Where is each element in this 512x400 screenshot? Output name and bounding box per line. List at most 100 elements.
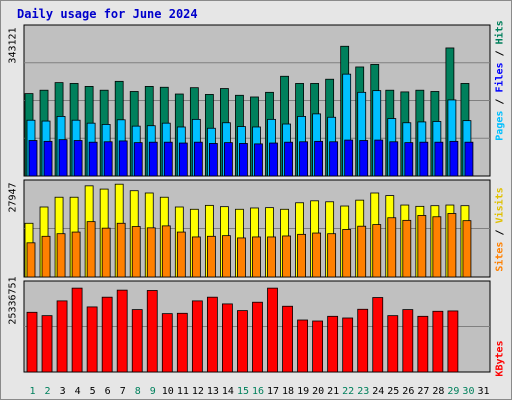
kbytes-bar (176, 312, 188, 373)
day-tick-label: 19 (297, 386, 309, 397)
hits-panel-max-label: 343121 (7, 26, 19, 64)
sites-bar (56, 233, 66, 278)
visits-panel-max-label: 27947 (7, 181, 19, 213)
day-tick-label: 20 (312, 386, 324, 397)
legend-pages: Pages (494, 110, 506, 141)
sites-bar (402, 219, 412, 278)
kbytes-bar (116, 289, 128, 373)
pages-bar (28, 140, 38, 177)
day-tick-label: 29 (447, 386, 459, 397)
day-tick-label: 10 (162, 386, 174, 397)
day-tick-label: 11 (177, 386, 189, 397)
pages-bar (389, 141, 399, 177)
kbytes-bar (387, 315, 399, 373)
kbytes-bar (237, 310, 248, 373)
day-tick-label: 4 (75, 386, 81, 397)
pages-bar (284, 141, 293, 177)
pages-bar (133, 142, 143, 177)
legend-files: Files (494, 61, 506, 93)
day-tick-label: 26 (402, 386, 414, 397)
pages-bar (434, 141, 444, 177)
pages-bar (148, 141, 158, 177)
legend-separator: / (494, 92, 506, 111)
sites-bar (282, 235, 291, 278)
legend-separator: / (494, 43, 506, 62)
pages-bar (208, 143, 218, 177)
pages-bar (103, 141, 113, 177)
pages-bar (419, 141, 429, 177)
day-tick-label: 27 (417, 386, 429, 397)
kbytes-bar (41, 315, 53, 373)
pages-bar (88, 141, 98, 177)
pages-bar (269, 142, 278, 177)
sites-bar (101, 227, 111, 278)
sites-bar (372, 224, 382, 278)
kbytes-bar (297, 319, 308, 373)
pages-bar (239, 143, 248, 177)
pages-bar (178, 142, 188, 177)
kbytes-bar (222, 303, 233, 373)
sites-bar (176, 231, 186, 278)
kbytes-bar (282, 305, 293, 373)
kbytes-bar (432, 310, 444, 373)
day-tick-label: 3 (60, 386, 66, 397)
pages-bar (344, 139, 354, 177)
day-tick-label: 31 (477, 386, 489, 397)
sites-bar (86, 221, 96, 278)
kbytes-bar (206, 296, 218, 373)
pages-bar (73, 140, 83, 177)
pages-bar (374, 139, 384, 177)
day-tick-label: 9 (150, 386, 156, 397)
kbytes-bar (71, 287, 83, 373)
sites-bar (327, 233, 337, 278)
kbytes-panel-max-label: 25336751 (7, 275, 19, 325)
visits-panel-legend: Sites / Visits (495, 187, 506, 271)
legend-separator: / (494, 222, 506, 242)
chart-title: Daily usage for June 2024 (17, 7, 198, 21)
sites-bar (387, 217, 397, 278)
pages-bar (404, 142, 414, 177)
sites-bar (146, 227, 156, 278)
sites-bar (71, 231, 81, 278)
sites-bar (161, 225, 171, 278)
kbytes-bar (146, 290, 158, 373)
day-tick-label: 18 (282, 386, 294, 397)
sites-bar (447, 213, 457, 278)
kbytes-bar (56, 300, 68, 373)
day-tick-label: 1 (30, 386, 36, 397)
legend-visits: Visits (494, 186, 506, 223)
sites-bar (131, 226, 141, 278)
kbytes-bar (267, 287, 278, 373)
sites-bar (357, 225, 367, 278)
kbytes-bar (357, 308, 369, 373)
day-tick-label: 28 (432, 386, 444, 397)
pages-bar (314, 140, 324, 177)
pages-bar (224, 142, 233, 177)
sites-bar (432, 216, 442, 278)
sites-bar (417, 215, 427, 278)
day-tick-label: 30 (462, 386, 474, 397)
kbytes-bar (327, 315, 339, 373)
kbytes-bar (26, 311, 38, 373)
legend-sites: Sites (494, 241, 506, 272)
pages-bar (254, 143, 263, 177)
day-tick-label: 5 (90, 386, 96, 397)
day-tick-label: 12 (192, 386, 204, 397)
sites-bar (342, 229, 352, 278)
hits-panel-legend: Pages / Files / Hits (495, 20, 506, 140)
day-tick-label: 8 (135, 386, 141, 397)
sites-bar (252, 236, 261, 278)
sites-bar (267, 236, 276, 278)
kbytes-bar (372, 297, 384, 373)
sites-bar (26, 242, 36, 278)
sites-bar (191, 236, 201, 278)
day-tick-label: 16 (252, 386, 264, 397)
day-tick-label: 13 (207, 386, 219, 397)
day-tick-label: 21 (327, 386, 339, 397)
pages-bar (43, 140, 53, 177)
day-tick-label: 2 (45, 386, 51, 397)
sites-bar (206, 235, 216, 278)
sites-bar (237, 237, 246, 278)
pages-bar (118, 140, 128, 177)
